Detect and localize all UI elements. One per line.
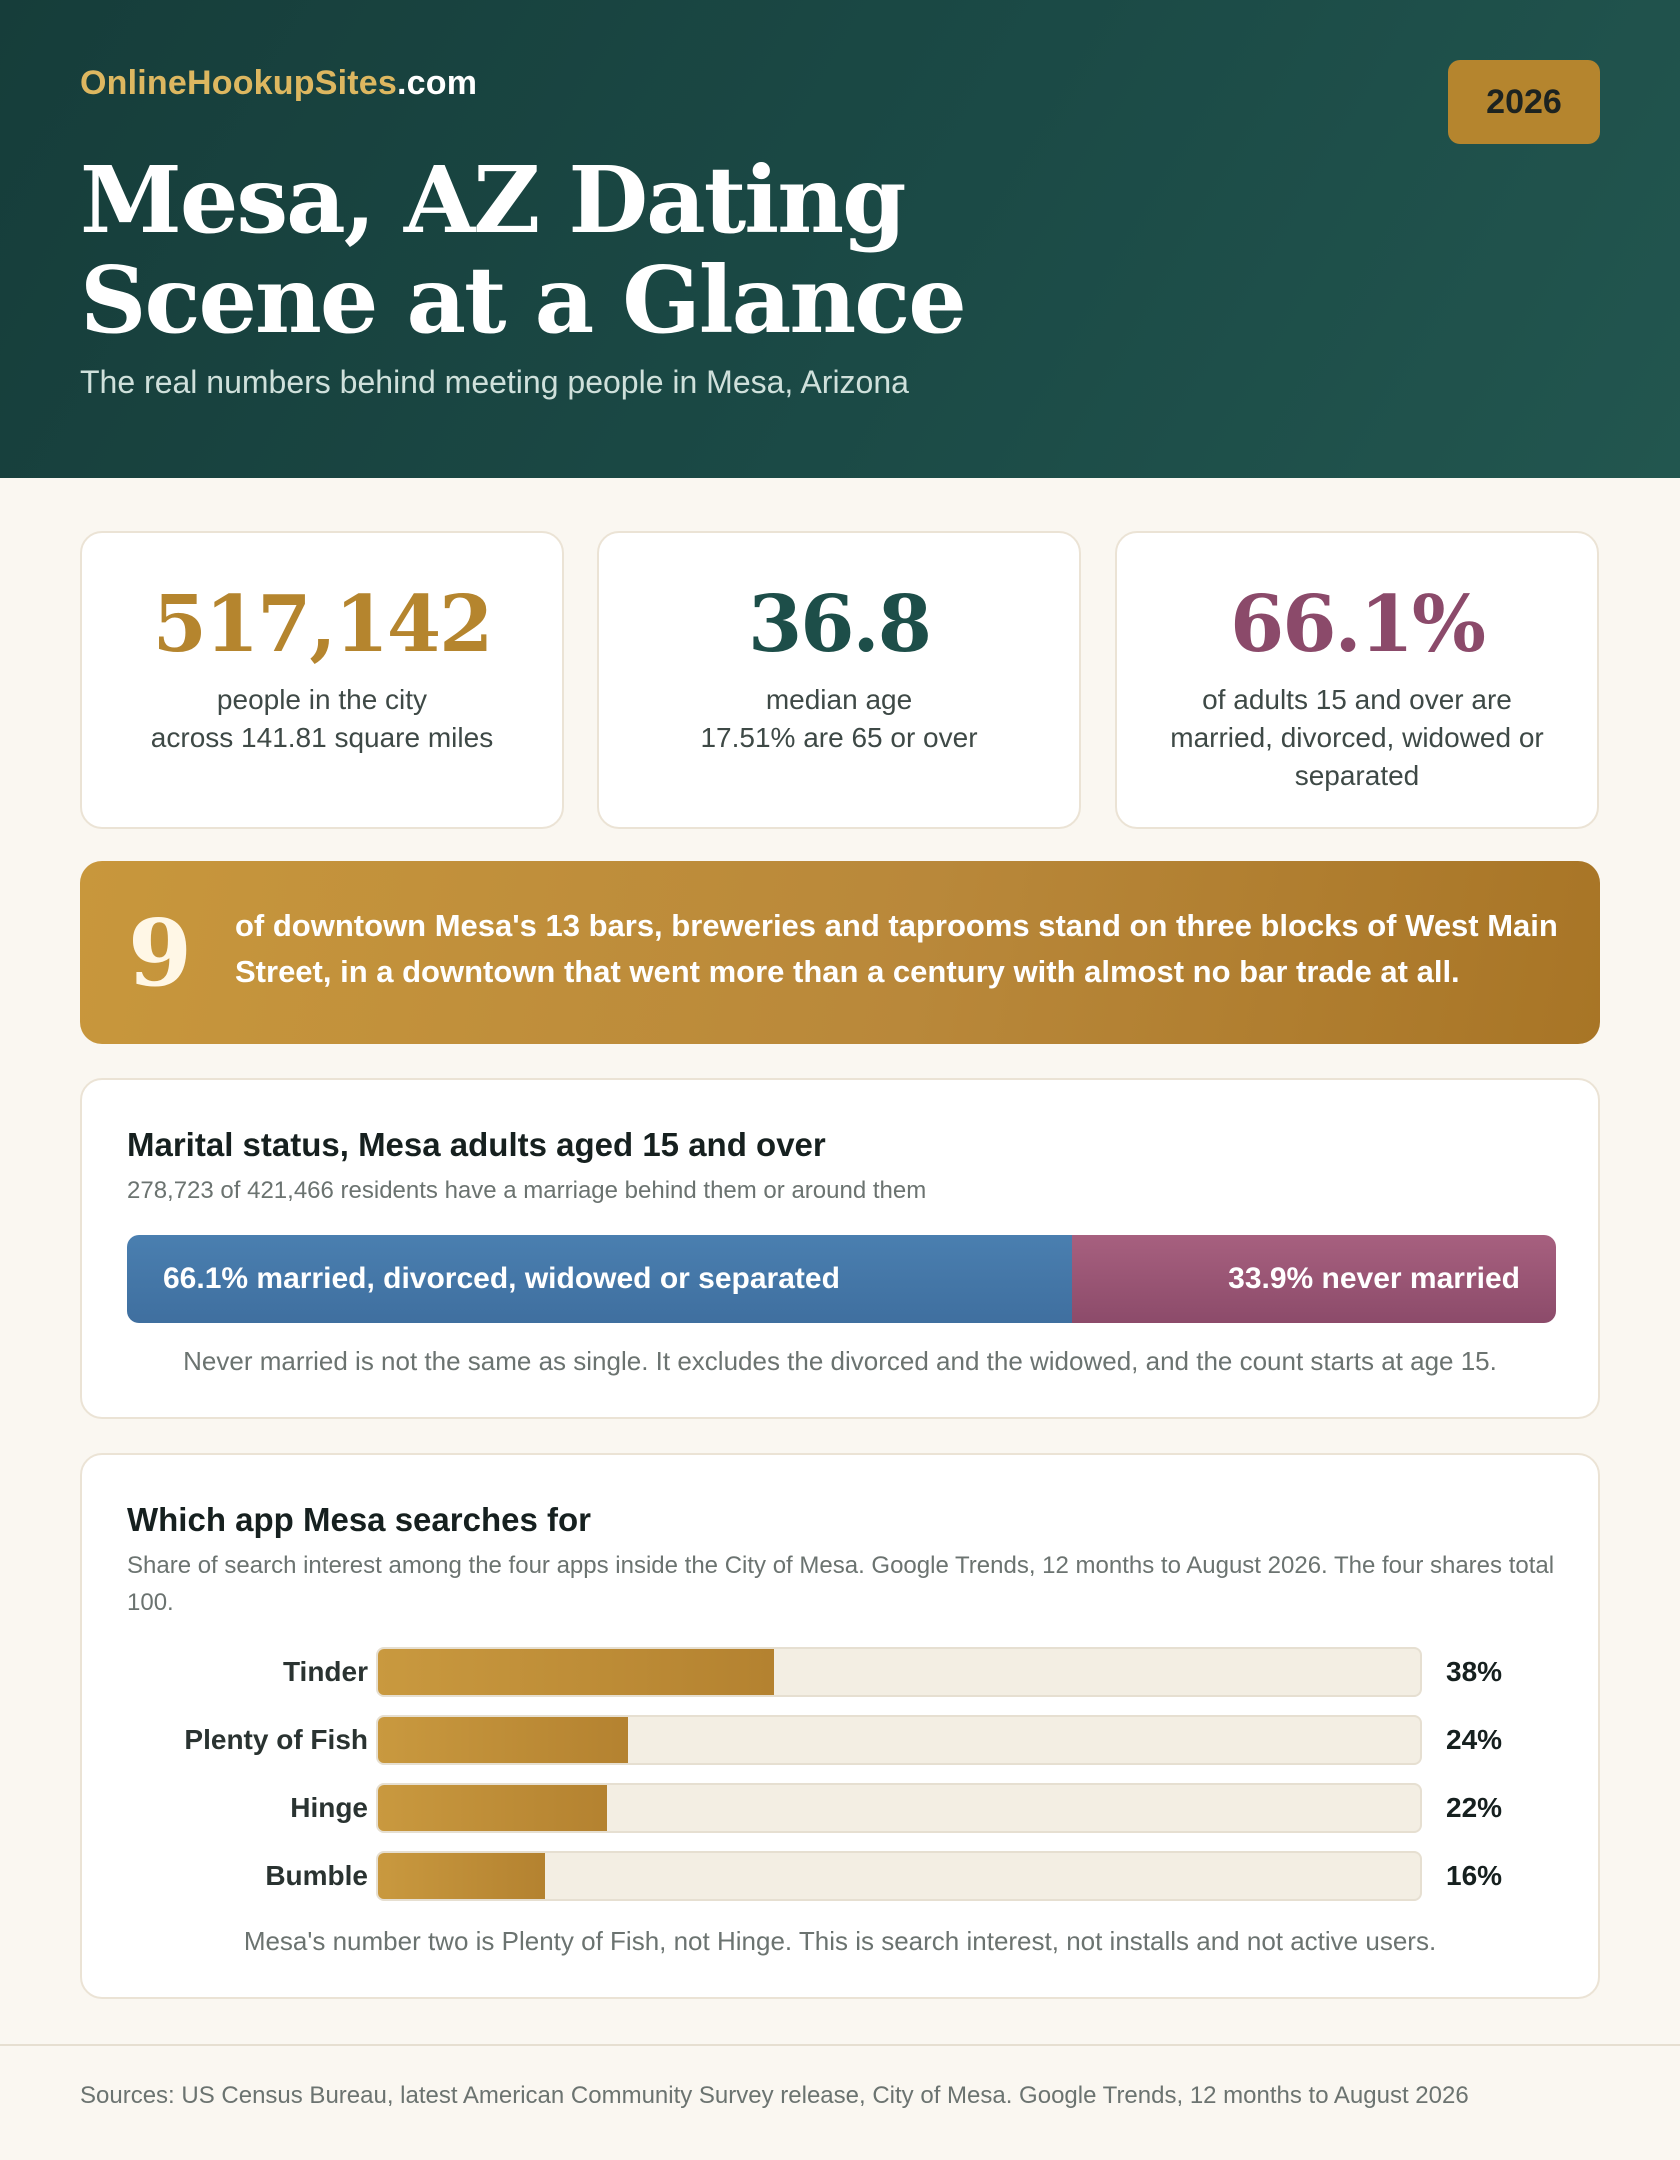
app-bar-label: Hinge (290, 1792, 368, 1823)
callout-text: of downtown Mesa's 13 bars, breweries an… (235, 908, 1558, 989)
app-bar-row: Bumble 16% (82, 1851, 1598, 1901)
app-bar-value: 38% (1446, 1656, 1503, 1687)
year-badge: 2026 (1448, 60, 1600, 144)
brand-name: OnlineHookupSites (80, 64, 397, 102)
page-subtitle: The real numbers behind meeting people i… (80, 364, 909, 400)
app-bar-value: 16% (1446, 1860, 1503, 1891)
marital-split-bar: 66.1% married, divorced, widowed or sepa… (127, 1235, 1556, 1323)
marital-status-panel: Marital status, Mesa adults aged 15 and … (80, 1078, 1600, 1419)
app-bar-track (376, 1715, 1422, 1765)
panel-title: Which app Mesa searches for (127, 1501, 591, 1538)
app-bar (378, 1717, 629, 1763)
app-bar-track (376, 1647, 1422, 1697)
stat-description: of adults 15 and over are married, divor… (1157, 681, 1557, 795)
never-married-segment: 33.9% never married (1071, 1235, 1556, 1323)
stat-value: 36.8 (748, 579, 932, 670)
brand-tld: .com (397, 64, 478, 102)
app-bar-value: 22% (1446, 1792, 1503, 1823)
stat-value: 517,142 (152, 579, 494, 670)
app-search-panel: Which app Mesa searches for Share of sea… (80, 1453, 1600, 1999)
app-bar-row: Hinge 22% (82, 1783, 1598, 1833)
app-bar-label: Plenty of Fish (184, 1724, 368, 1755)
stat-line: people in the city (216, 684, 428, 715)
footer-sources: Sources: US Census Bureau, latest Americ… (80, 2082, 1469, 2109)
app-bar (378, 1649, 774, 1695)
married-segment: 66.1% married, divorced, widowed or sepa… (127, 1235, 1072, 1323)
panel-subtitle: Share of search interest among the four … (127, 1552, 1555, 1616)
footer-divider (0, 2044, 1680, 2046)
app-bar-row: Plenty of Fish 24% (82, 1715, 1598, 1765)
app-bar (378, 1853, 545, 1899)
stat-card-marital: 66.1% of adults 15 and over are married,… (1115, 531, 1599, 829)
app-bar-track (376, 1783, 1422, 1833)
app-bar-label: Bumble (265, 1860, 368, 1891)
stat-card-population: 517,142 people in the city across 141.81… (80, 531, 564, 829)
stat-line: 17.51% are 65 or over (700, 722, 978, 753)
panel-title: Marital status, Mesa adults aged 15 and … (127, 1126, 826, 1163)
app-bar-track (376, 1851, 1422, 1901)
panel-note: Mesa's number two is Plenty of Fish, not… (243, 1926, 1437, 1956)
callout-banner: 9 of downtown Mesa's 13 bars, breweries … (80, 861, 1600, 1044)
stat-line: of adults 15 and over are married, divor… (1170, 684, 1544, 791)
stat-card-median-age: 36.8 median age 17.51% are 65 or over (597, 531, 1081, 829)
stat-value: 66.1% (1229, 579, 1486, 670)
panel-subtitle: 278,723 of 421,466 residents have a marr… (127, 1177, 927, 1204)
stat-line: median age (765, 684, 913, 715)
app-bar-value: 24% (1446, 1724, 1503, 1755)
header-banner: OnlineHookupSites.com 2026 Mesa, AZ Dati… (0, 0, 1680, 478)
callout-number: 9 (128, 899, 193, 1007)
stat-description: people in the city across 141.81 square … (122, 681, 522, 757)
app-bar-label: Tinder (282, 1656, 368, 1687)
app-bar-row: Tinder 38% (82, 1647, 1598, 1697)
page-title: Mesa, AZ Dating Scene at a Glance (80, 146, 967, 354)
brand-logo[interactable]: OnlineHookupSites.com (80, 64, 477, 103)
panel-note: Never married is not the same as single.… (183, 1346, 1497, 1376)
stat-line: across 141.81 square miles (150, 722, 494, 753)
app-bar (378, 1785, 608, 1831)
stat-description: median age 17.51% are 65 or over (639, 681, 1039, 757)
